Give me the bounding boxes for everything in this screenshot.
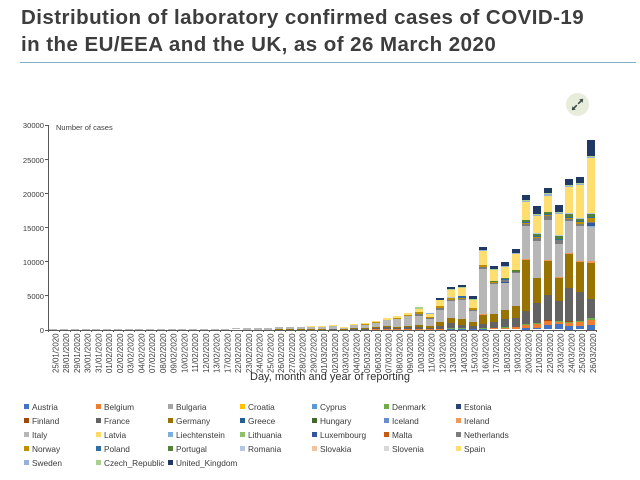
svg-text:17/03/2020: 17/03/2020	[492, 333, 501, 373]
svg-text:24/02/2020: 24/02/2020	[256, 333, 265, 373]
svg-text:29/02/2020: 29/02/2020	[309, 333, 318, 373]
svg-text:12/03/2020: 12/03/2020	[438, 333, 447, 373]
svg-text:10/03/2020: 10/03/2020	[417, 333, 426, 373]
svg-text:22/03/2020: 22/03/2020	[546, 333, 555, 373]
svg-text:24/03/2020: 24/03/2020	[567, 333, 576, 373]
svg-text:02/02/2020: 02/02/2020	[116, 333, 125, 373]
svg-text:16/03/2020: 16/03/2020	[481, 333, 490, 373]
svg-text:17/02/2020: 17/02/2020	[223, 333, 232, 373]
svg-text:18/03/2020: 18/03/2020	[503, 333, 512, 373]
svg-text:09/02/2020: 09/02/2020	[170, 333, 179, 373]
svg-text:22/02/2020: 22/02/2020	[234, 333, 243, 373]
svg-text:05/03/2020: 05/03/2020	[363, 333, 372, 373]
svg-text:31/01/2020: 31/01/2020	[94, 333, 103, 373]
svg-text:13/02/2020: 13/02/2020	[213, 333, 222, 373]
svg-text:23/03/2020: 23/03/2020	[557, 333, 566, 373]
svg-text:01/02/2020: 01/02/2020	[105, 333, 114, 373]
svg-text:29/01/2020: 29/01/2020	[73, 333, 82, 373]
svg-text:07/03/2020: 07/03/2020	[385, 333, 394, 373]
svg-text:28/01/2020: 28/01/2020	[62, 333, 71, 373]
svg-text:13/03/2020: 13/03/2020	[449, 333, 458, 373]
svg-text:25/02/2020: 25/02/2020	[266, 333, 275, 373]
svg-text:08/03/2020: 08/03/2020	[395, 333, 404, 373]
svg-text:21/03/2020: 21/03/2020	[535, 333, 544, 373]
svg-text:11/02/2020: 11/02/2020	[191, 333, 200, 373]
svg-text:09/03/2020: 09/03/2020	[406, 333, 415, 373]
svg-text:04/02/2020: 04/02/2020	[137, 333, 146, 373]
svg-text:27/02/2020: 27/02/2020	[288, 333, 297, 373]
svg-text:11/03/2020: 11/03/2020	[428, 333, 437, 373]
svg-text:06/03/2020: 06/03/2020	[374, 333, 383, 373]
svg-text:26/02/2020: 26/02/2020	[277, 333, 286, 373]
svg-text:01/03/2020: 01/03/2020	[320, 333, 329, 373]
svg-text:23/02/2020: 23/02/2020	[245, 333, 254, 373]
svg-text:03/02/2020: 03/02/2020	[127, 333, 136, 373]
svg-text:19/03/2020: 19/03/2020	[514, 333, 523, 373]
svg-text:04/03/2020: 04/03/2020	[352, 333, 361, 373]
svg-text:25/03/2020: 25/03/2020	[578, 333, 587, 373]
svg-text:28/02/2020: 28/02/2020	[299, 333, 308, 373]
svg-text:08/02/2020: 08/02/2020	[159, 333, 168, 373]
svg-text:15/03/2020: 15/03/2020	[471, 333, 480, 373]
svg-text:02/03/2020: 02/03/2020	[331, 333, 340, 373]
svg-text:25/01/2020: 25/01/2020	[51, 333, 60, 373]
svg-text:07/02/2020: 07/02/2020	[148, 333, 157, 373]
svg-text:10/02/2020: 10/02/2020	[180, 333, 189, 373]
svg-text:26/03/2020: 26/03/2020	[589, 333, 598, 373]
svg-text:12/02/2020: 12/02/2020	[202, 333, 211, 373]
svg-text:20/03/2020: 20/03/2020	[524, 333, 533, 373]
svg-text:03/03/2020: 03/03/2020	[342, 333, 351, 373]
svg-text:30/01/2020: 30/01/2020	[84, 333, 93, 373]
svg-text:14/03/2020: 14/03/2020	[460, 333, 469, 373]
